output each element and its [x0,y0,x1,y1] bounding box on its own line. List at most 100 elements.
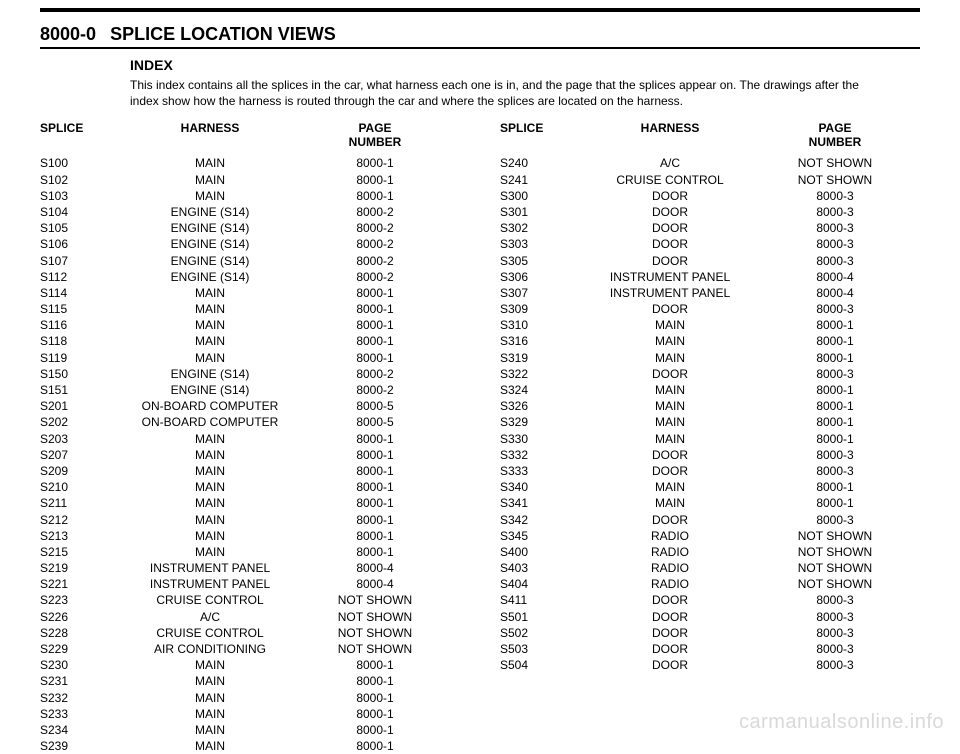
header-page-line2: NUMBER [349,135,402,149]
cell-harness: DOOR [570,609,770,625]
table-row: S400RADIONOT SHOWN [500,544,920,560]
table-row: S231MAIN8000-1 [40,673,460,689]
cell-harness: DOOR [570,253,770,269]
cell-page: 8000-1 [310,431,440,447]
cell-harness: ENGINE (S14) [110,366,310,382]
table-row: S114MAIN8000-1 [40,285,460,301]
cell-page: 8000-3 [770,204,900,220]
table-row: S342DOOR8000-3 [500,512,920,528]
cell-harness: ON-BOARD COMPUTER [110,398,310,414]
right-column: SPLICE HARNESS PAGE NUMBER S240A/CNOT SH… [500,121,920,754]
cell-splice: S309 [500,301,570,317]
cell-harness: MAIN [110,528,310,544]
cell-splice: S105 [40,220,110,236]
cell-harness: INSTRUMENT PANEL [570,285,770,301]
cell-page: 8000-2 [310,220,440,236]
table-row: S329MAIN8000-1 [500,414,920,430]
cell-splice: S411 [500,592,570,608]
cell-page: NOT SHOWN [770,576,900,592]
cell-splice: S324 [500,382,570,398]
cell-page: 8000-1 [310,690,440,706]
cell-page: 8000-1 [310,673,440,689]
table-row: S115MAIN8000-1 [40,301,460,317]
cell-page: 8000-1 [310,155,440,171]
cell-page: 8000-2 [310,269,440,285]
cell-page: 8000-1 [310,317,440,333]
left-column: SPLICE HARNESS PAGE NUMBER S100MAIN8000-… [40,121,460,754]
cell-splice: S104 [40,204,110,220]
cell-page: 8000-1 [770,333,900,349]
table-row: S151ENGINE (S14)8000-2 [40,382,460,398]
table-row: S239MAIN8000-1 [40,738,460,754]
index-block: INDEX This index contains all the splice… [130,57,920,109]
cell-page: 8000-3 [770,236,900,252]
cell-harness: DOOR [570,641,770,657]
table-row: S118MAIN8000-1 [40,333,460,349]
cell-harness: MAIN [110,544,310,560]
cell-page: 8000-4 [310,560,440,576]
cell-splice: S333 [500,463,570,479]
cell-page: 8000-1 [770,317,900,333]
cell-harness: DOOR [570,447,770,463]
right-rows: S240A/CNOT SHOWNS241CRUISE CONTROLNOT SH… [500,155,920,673]
cell-splice: S300 [500,188,570,204]
cell-harness: MAIN [110,350,310,366]
table-row: S100MAIN8000-1 [40,155,460,171]
table-row: S228CRUISE CONTROLNOT SHOWN [40,625,460,641]
cell-page: 8000-3 [770,253,900,269]
cell-harness: DOOR [570,366,770,382]
table-row: S333DOOR8000-3 [500,463,920,479]
cell-page: 8000-3 [770,609,900,625]
cell-page: 8000-1 [310,738,440,754]
cell-splice: S211 [40,495,110,511]
cell-harness: DOOR [570,301,770,317]
table-row: S112ENGINE (S14)8000-2 [40,269,460,285]
cell-splice: S329 [500,414,570,430]
cell-page: 8000-4 [310,576,440,592]
table-row: S223CRUISE CONTROLNOT SHOWN [40,592,460,608]
cell-harness: MAIN [570,479,770,495]
cell-page: 8000-1 [310,350,440,366]
cell-splice: S118 [40,333,110,349]
cell-harness: MAIN [570,350,770,366]
cell-harness: MAIN [110,447,310,463]
cell-page: NOT SHOWN [770,560,900,576]
cell-page: 8000-3 [770,512,900,528]
cell-page: 8000-1 [310,301,440,317]
cell-harness: CRUISE CONTROL [570,172,770,188]
cell-page: NOT SHOWN [770,528,900,544]
table-row: S330MAIN8000-1 [500,431,920,447]
table-row: S211MAIN8000-1 [40,495,460,511]
cell-harness: MAIN [110,333,310,349]
cell-page: 8000-1 [310,544,440,560]
cell-splice: S210 [40,479,110,495]
cell-splice: S303 [500,236,570,252]
table-row: S210MAIN8000-1 [40,479,460,495]
cell-page: 8000-1 [770,431,900,447]
table-row: S241CRUISE CONTROLNOT SHOWN [500,172,920,188]
cell-splice: S107 [40,253,110,269]
cell-harness: MAIN [110,738,310,754]
cell-harness: AIR CONDITIONING [110,641,310,657]
table-row: S326MAIN8000-1 [500,398,920,414]
cell-harness: ENGINE (S14) [110,220,310,236]
cell-harness: DOOR [570,512,770,528]
table-row: S302DOOR8000-3 [500,220,920,236]
table-row: S310MAIN8000-1 [500,317,920,333]
cell-splice: S232 [40,690,110,706]
cell-splice: S301 [500,204,570,220]
table-row: S301DOOR8000-3 [500,204,920,220]
cell-harness: MAIN [570,398,770,414]
cell-splice: S114 [40,285,110,301]
cell-page: 8000-3 [770,188,900,204]
table-row: S102MAIN8000-1 [40,172,460,188]
table-row: S203MAIN8000-1 [40,431,460,447]
cell-harness: ENGINE (S14) [110,269,310,285]
table-row: S403RADIONOT SHOWN [500,560,920,576]
cell-splice: S201 [40,398,110,414]
header-row: 8000-0 SPLICE LOCATION VIEWS [40,24,920,49]
cell-splice: S341 [500,495,570,511]
cell-harness: MAIN [110,317,310,333]
cell-harness: ENGINE (S14) [110,253,310,269]
table-row: S332DOOR8000-3 [500,447,920,463]
